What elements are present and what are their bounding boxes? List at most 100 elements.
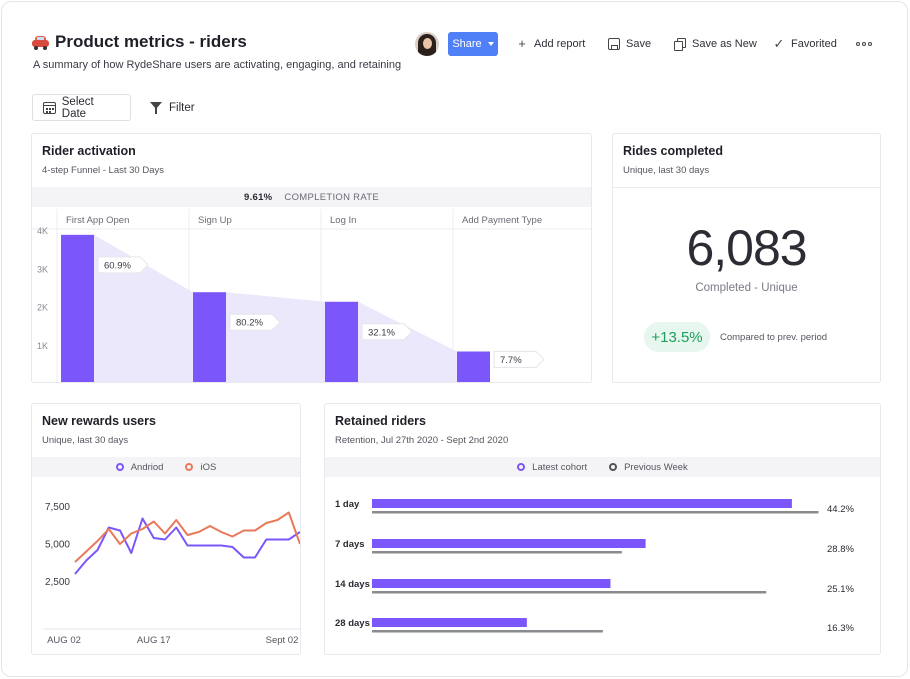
avatar[interactable]	[415, 32, 439, 56]
y-tick-label: 4K	[37, 226, 48, 236]
series-line-ios[interactable]	[74, 511, 300, 563]
plus-icon: +	[518, 36, 526, 51]
add-report-button[interactable]: + Add report	[516, 36, 585, 51]
more-options-icon[interactable]	[856, 42, 872, 46]
rides-completed-value: 6,083	[686, 220, 807, 276]
favorited-button[interactable]: ✓ Favorited	[773, 36, 837, 51]
save-as-new-button[interactable]: Save as New	[674, 38, 757, 51]
rider-activation-card: Rider activation 4-step Funnel - Last 30…	[31, 133, 592, 383]
legend-dot-icon	[115, 463, 124, 471]
filter-button[interactable]: Filter	[140, 94, 205, 121]
funnel-bar[interactable]	[325, 301, 358, 383]
change-badge: +13.5%	[644, 322, 710, 352]
card-subtitle: Unique, last 30 days	[623, 165, 710, 176]
save-button[interactable]: Save	[608, 38, 651, 50]
legend-dot-icon	[517, 463, 526, 471]
latest-cohort-bar[interactable]	[372, 618, 527, 627]
y-tick-label: 1K	[37, 341, 48, 351]
funnel-step-label: First App Open	[66, 215, 129, 226]
conversion-tag	[361, 323, 413, 341]
completion-rate-value: 9.61%	[243, 191, 273, 203]
chart-legend: Andriod iOS	[32, 457, 300, 477]
new-rewards-users-card: New rewards users Unique, last 30 days A…	[31, 403, 301, 655]
select-date-label: Select Date	[61, 95, 94, 120]
legend-dot-icon	[609, 463, 618, 471]
series-line-andriod[interactable]	[74, 517, 300, 575]
latest-cohort-bar[interactable]	[372, 499, 792, 508]
funnel-bar[interactable]	[457, 351, 490, 383]
retention-value-label: 25.1%	[827, 584, 854, 595]
conversion-tag	[229, 313, 281, 331]
latest-cohort-bar[interactable]	[372, 579, 611, 588]
card-title: Rides completed	[623, 144, 724, 158]
card-subtitle: Retention, Jul 27th 2020 - Sept 2nd 2020	[335, 435, 509, 446]
card-title: Rider activation	[42, 144, 136, 158]
previous-week-bar[interactable]	[372, 551, 622, 554]
favorited-label: Favorited	[791, 38, 837, 50]
legend-label: Previous Week	[624, 461, 688, 473]
legend-label: Andriod	[130, 461, 164, 473]
save-label: Save	[626, 38, 652, 50]
funnel-dropoff-area	[226, 292, 325, 382]
retention-row-label: 1 day	[335, 499, 360, 510]
y-tick-label: 5,000	[45, 540, 70, 551]
card-subtitle: 4-step Funnel - Last 30 Days	[42, 165, 164, 176]
rides-completed-card: Rides completed Unique, last 30 days 6,0…	[612, 133, 881, 383]
rides-completed-label: Completed - Unique	[695, 282, 798, 294]
filter-label: Filter	[169, 101, 195, 114]
retention-value-label: 16.3%	[827, 623, 854, 634]
card-subtitle: Unique, last 30 days	[42, 435, 129, 446]
select-date-button[interactable]: Select Date	[32, 94, 131, 121]
legend-item[interactable]: Latest cohort	[517, 462, 587, 473]
conversion-label: 80.2%	[236, 318, 263, 329]
funnel-step-label: Add Payment Type	[462, 215, 542, 226]
rewards-line-chart: 7,500 5,000 2,500 AUG 02 AUG 17 Sept 02	[44, 502, 300, 646]
previous-week-bar[interactable]	[372, 591, 767, 594]
legend-item[interactable]: iOS	[185, 462, 216, 473]
change-caption: Compared to prev. period	[720, 332, 828, 343]
legend-label: Latest cohort	[532, 461, 588, 473]
conversion-label: 32.1%	[368, 327, 395, 338]
calendar-icon	[43, 101, 56, 114]
legend-dot-icon	[185, 463, 194, 471]
y-tick-label: 7,500	[45, 502, 70, 513]
funnel-chart: First App Open Sign Up Log In Add Payment T…	[32, 209, 591, 383]
y-tick-label: 2,500	[45, 577, 70, 588]
legend-item[interactable]: Previous Week	[609, 462, 688, 473]
chevron-down-icon	[487, 42, 494, 46]
check-icon: ✓	[773, 36, 785, 51]
funnel-step-label: Sign Up	[198, 215, 232, 226]
legend-label: iOS	[200, 461, 217, 473]
conversion-label: 7.7%	[500, 355, 522, 366]
latest-cohort-bar[interactable]	[372, 539, 646, 548]
previous-week-bar[interactable]	[372, 630, 603, 633]
card-title: New rewards users	[42, 414, 156, 428]
conversion-tag	[493, 350, 545, 368]
funnel-dropoff-area	[358, 301, 457, 382]
page-subtitle: A summary of how RydeShare users are act…	[33, 59, 402, 71]
y-tick-label: 2K	[37, 303, 48, 313]
share-button[interactable]: Share	[448, 32, 498, 56]
share-label: Share	[452, 38, 482, 50]
chart-legend: Latest cohort Previous Week	[325, 457, 880, 477]
retained-riders-card: Retained riders Retention, Jul 27th 2020…	[324, 403, 881, 655]
completion-rate-band: 9.61% COMPLETION RATE	[32, 187, 591, 207]
retention-value-label: 44.2%	[827, 504, 854, 515]
previous-week-bar[interactable]	[372, 511, 819, 514]
car-icon	[32, 35, 49, 50]
legend-item[interactable]: Andriod	[115, 461, 164, 473]
page-title: Product metrics - riders	[32, 32, 247, 52]
x-tick-label: AUG 02	[47, 635, 81, 646]
retention-row-label: 28 days	[335, 618, 370, 629]
retention-bar-chart: 1 day 44.2% 7 days 28.8% 14 days 25.1% 28 days…	[335, 499, 854, 634]
save-as-new-label: Save as New	[692, 38, 757, 50]
conversion-label: 60.9%	[104, 260, 131, 271]
funnel-bar[interactable]	[193, 292, 226, 383]
funnel-step-label: Log In	[330, 215, 356, 226]
x-tick-label: Sept 02	[266, 635, 299, 646]
funnel-bar[interactable]	[61, 234, 94, 383]
retention-value-label: 28.8%	[827, 544, 854, 555]
y-tick-label: 3K	[37, 264, 48, 274]
conversion-tag	[97, 256, 149, 274]
